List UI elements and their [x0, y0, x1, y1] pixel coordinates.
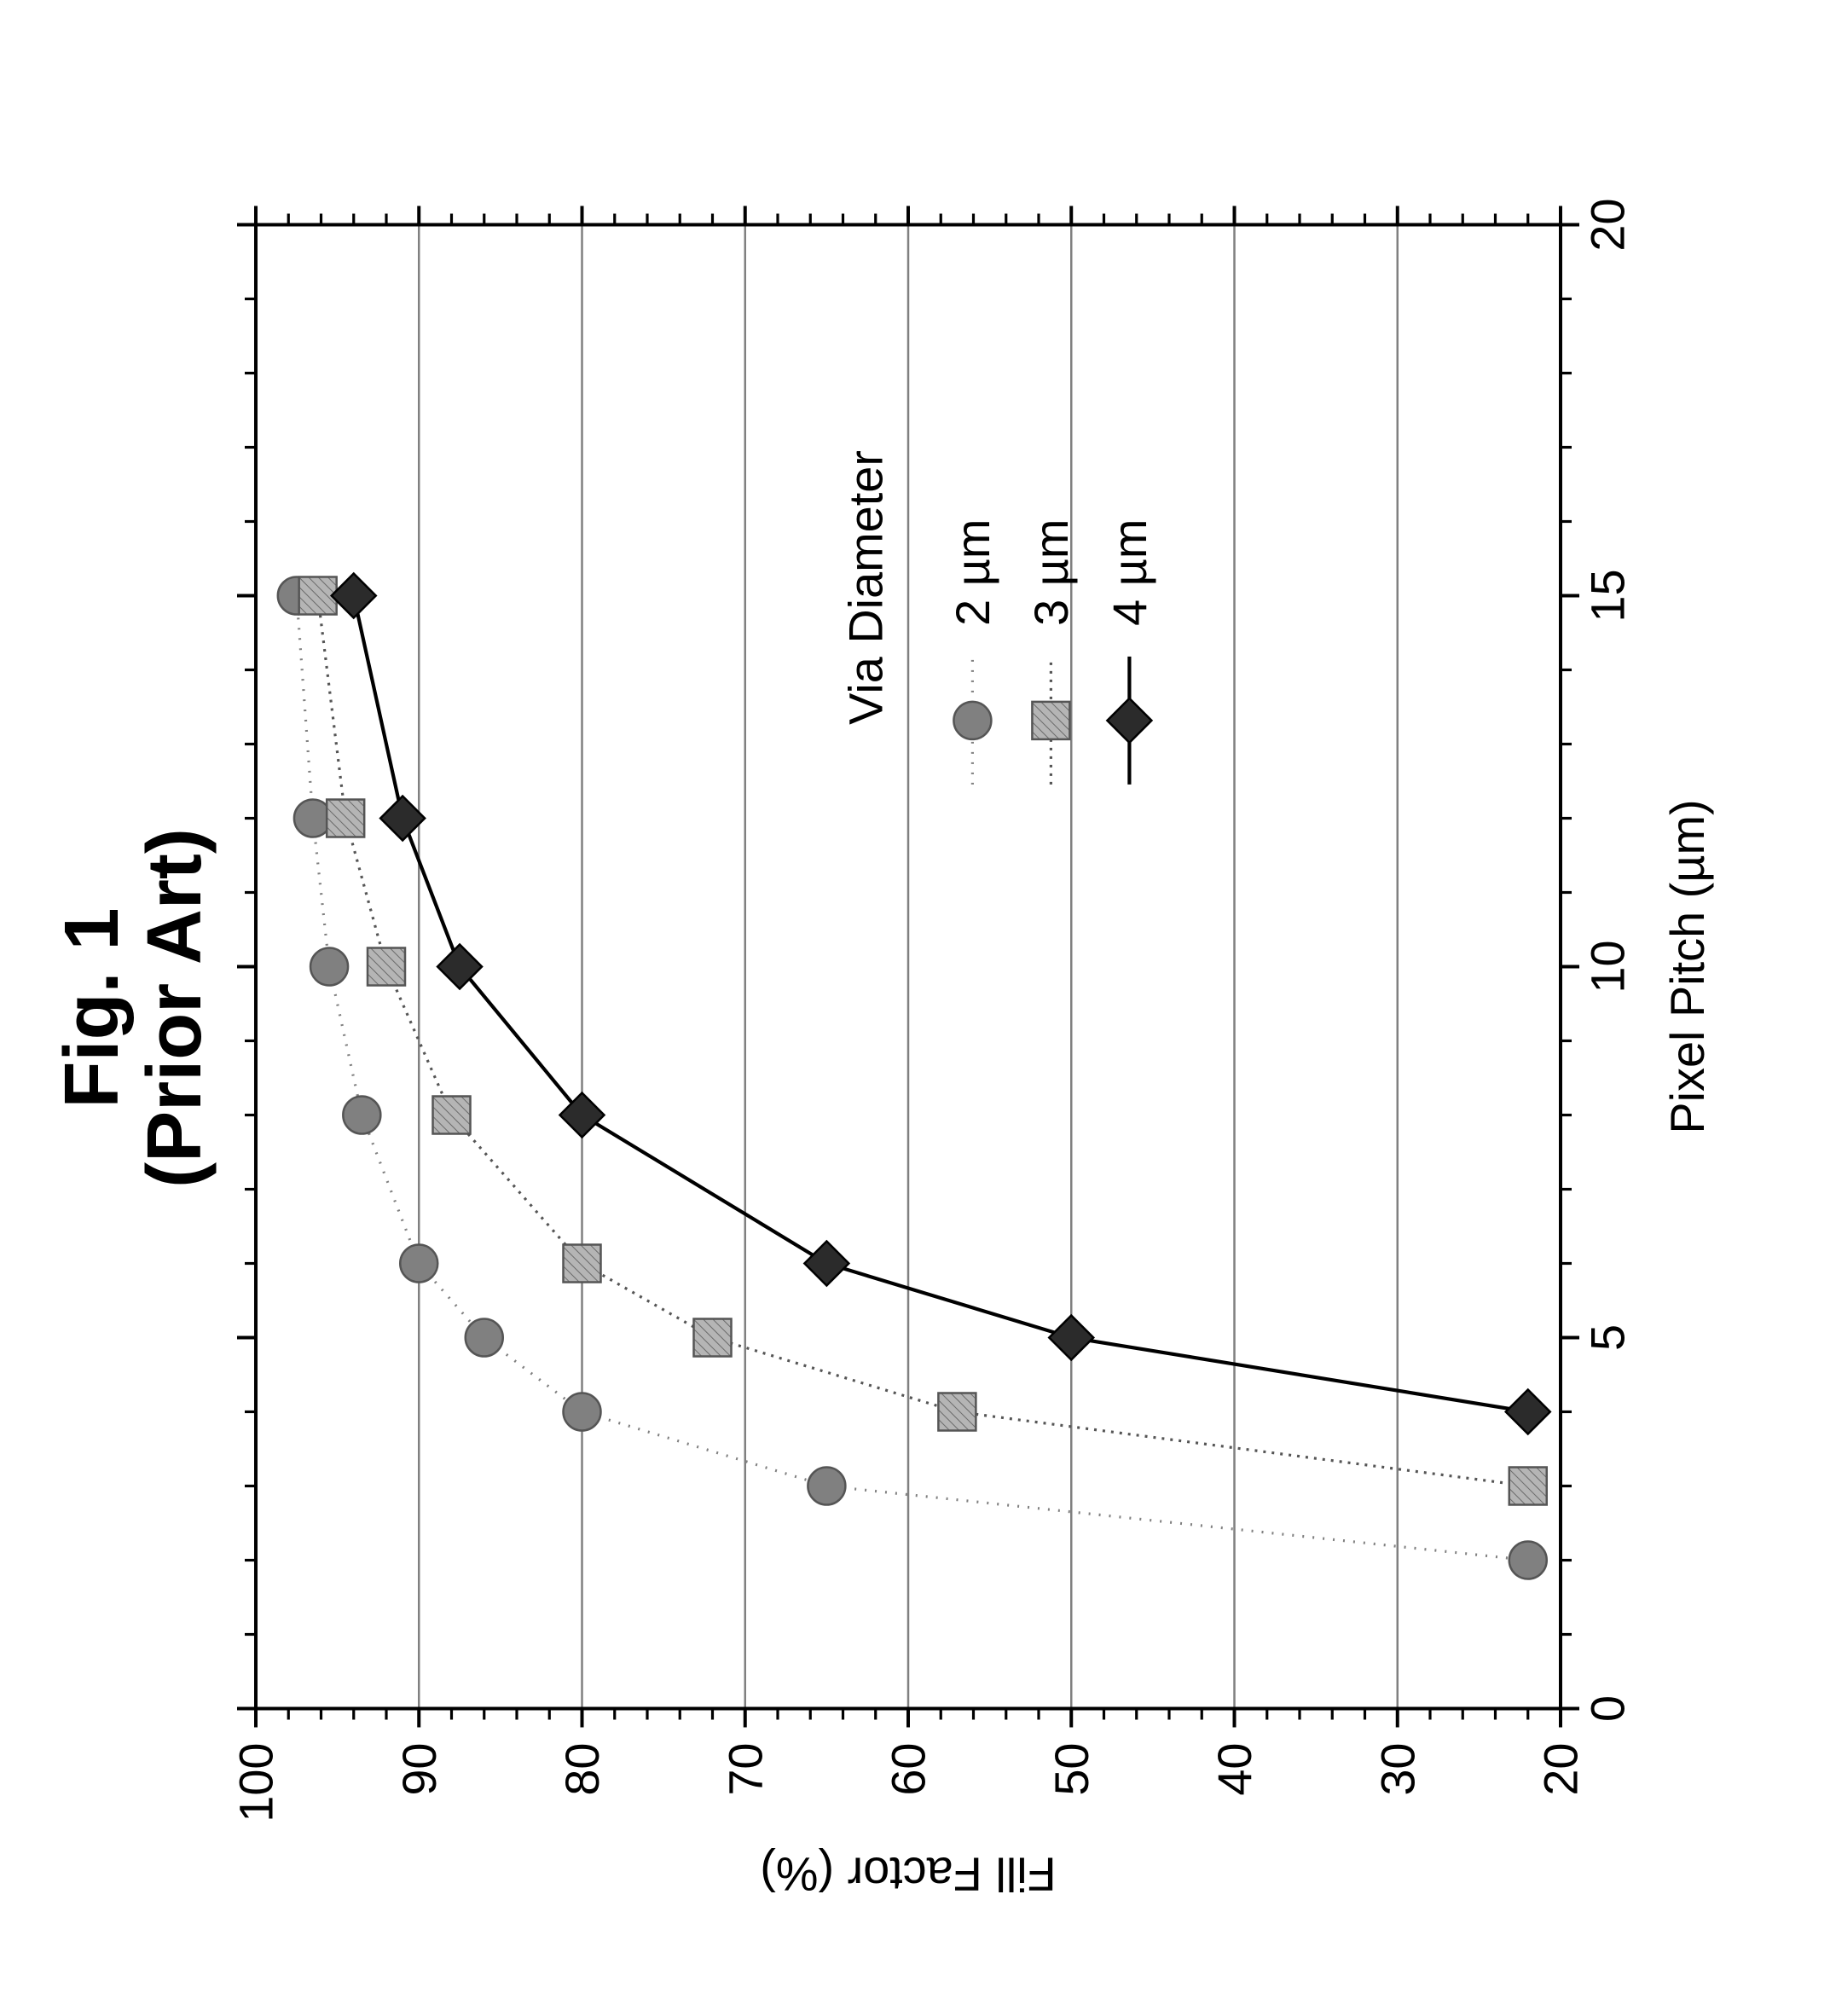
marker-square — [694, 1319, 732, 1357]
legend-title: Via Diameter — [838, 451, 892, 726]
marker-circle — [808, 1468, 845, 1505]
y-tick-label: 70 — [718, 1743, 772, 1796]
y-tick-label: 40 — [1208, 1743, 1261, 1796]
landscape-canvas: Fig. 1 (Prior Art) 051015202030405060708… — [0, 0, 1836, 2016]
marker-square — [327, 800, 364, 837]
legend-label-2um: 2 µm — [946, 519, 999, 626]
x-tick-label: 15 — [1581, 570, 1635, 623]
marker-square — [1509, 1468, 1547, 1505]
marker-square — [938, 1393, 976, 1431]
y-tick-label: 30 — [1370, 1743, 1424, 1796]
fill-factor-chart: 0 5 10 15 20 20 30 40 50 60 70 80 90 100 Pixel Pitch (… — [0, 0, 1836, 2016]
x-axis-label: Pixel Pitch (µm) — [1660, 800, 1714, 1134]
y-tick-label: 90 — [392, 1743, 446, 1796]
y-tick-label: 50 — [1045, 1743, 1098, 1796]
rotated-stage: Fig. 1 (Prior Art) 051015202030405060708… — [0, 90, 1836, 1926]
y-tick-label: 20 — [1534, 1743, 1588, 1796]
x-tick-label: 10 — [1581, 941, 1635, 994]
y-tick-label: 100 — [229, 1743, 283, 1822]
marker-circle — [343, 1097, 380, 1134]
marker-square — [564, 1245, 601, 1283]
x-tick-label: 20 — [1581, 199, 1635, 252]
x-tick-label: 0 — [1581, 1695, 1635, 1722]
marker-circle — [1509, 1542, 1547, 1579]
legend-label-3um: 3 µm — [1024, 519, 1078, 626]
marker-square — [1032, 702, 1069, 739]
marker-circle — [400, 1245, 437, 1283]
marker-circle — [564, 1393, 601, 1431]
marker-circle — [310, 948, 348, 986]
y-axis-label: Fill Factor (%) — [760, 1848, 1057, 1902]
x-tick-label: 5 — [1581, 1324, 1635, 1351]
y-tick-label: 60 — [882, 1743, 935, 1796]
y-tick-label: 80 — [555, 1743, 609, 1796]
legend-label-4um: 4 µm — [1103, 519, 1156, 626]
marker-circle — [466, 1319, 503, 1357]
marker-square — [433, 1097, 471, 1134]
marker-square — [368, 948, 405, 986]
marker-circle — [953, 702, 991, 739]
